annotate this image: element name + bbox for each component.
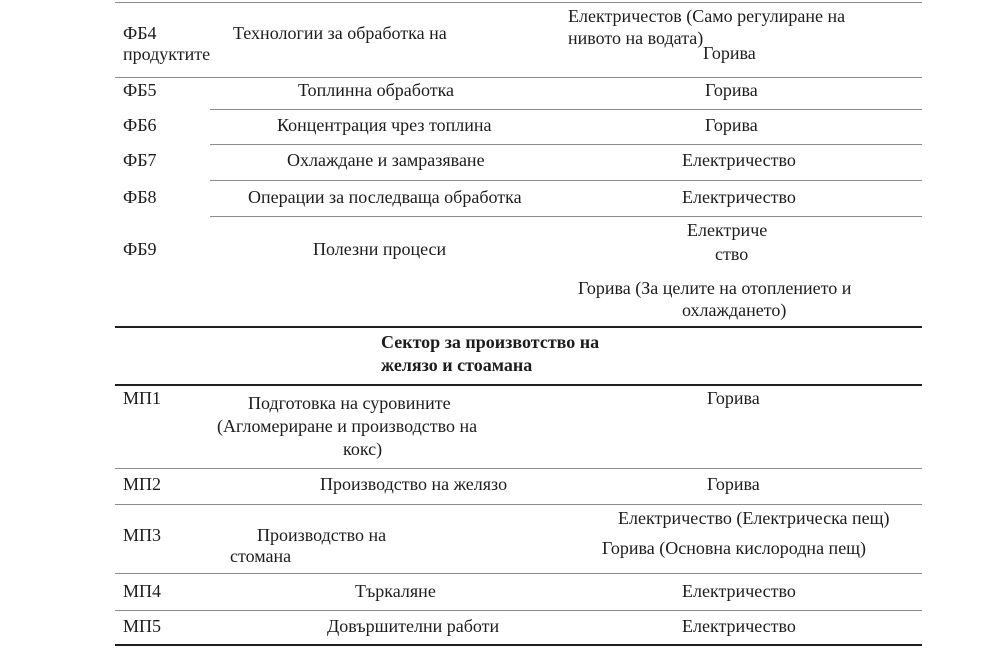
row-fb5-energy-line1: Горива bbox=[705, 80, 758, 100]
row-mp1-process-line1: Подготовка на суровините bbox=[248, 393, 451, 413]
row-rule-fb4-fb5 bbox=[115, 77, 922, 78]
row-fb8-process-line1: Операции за последваща обработка bbox=[248, 187, 522, 207]
row-rule-mp3-mp4 bbox=[115, 573, 922, 574]
row-rule-mp2-mp3 bbox=[115, 504, 922, 505]
row-fb4-process-line2: продуктите bbox=[123, 44, 211, 64]
row-mp4-energy-line1: Електричество bbox=[682, 581, 796, 601]
row-mp1-process-line3: кокс) bbox=[343, 439, 383, 459]
row-fb4-process-line1: Технологии за обработка на bbox=[233, 23, 447, 43]
row-fb9-process-line1: Полезни процеси bbox=[313, 239, 447, 259]
row-mp3-energy-line1: Електричество (Електрическа пещ) bbox=[618, 508, 890, 528]
section-header-line2: желязо и стоамана bbox=[381, 355, 533, 375]
row-mp5-energy-line1: Електричество bbox=[682, 616, 796, 636]
row-fb9-energy-line3: Горива (За целите на отоплението и bbox=[578, 278, 852, 298]
row-rule-mp4-mp5 bbox=[115, 610, 922, 611]
table-top-rule bbox=[115, 2, 922, 3]
row-rule-fb8-fb9 bbox=[210, 216, 922, 217]
row-fb6-id: ФБ6 bbox=[123, 115, 157, 135]
row-mp3-process-line2: стомана bbox=[230, 546, 292, 566]
row-mp1-process-line2: (Агломериране и производство на bbox=[217, 416, 478, 436]
row-fb9-id: ФБ9 bbox=[123, 239, 157, 259]
row-fb4-energy-line1: Електричестов (Само регулиране на bbox=[568, 6, 846, 26]
row-mp2-energy-line1: Горива bbox=[707, 474, 760, 494]
row-mp5-id: МП5 bbox=[123, 616, 162, 636]
row-mp2-id: МП2 bbox=[123, 474, 162, 494]
row-fb4-id: ФБ4 bbox=[123, 23, 157, 43]
row-mp1-energy-line1: Горива bbox=[707, 388, 760, 408]
row-rule-fb5-fb6 bbox=[210, 109, 922, 110]
row-rule-fb7-fb8 bbox=[210, 180, 922, 181]
row-fb4-energy-line2: нивото на водата) bbox=[568, 28, 704, 48]
row-fb7-process-line1: Охлаждане и замразяване bbox=[287, 150, 485, 170]
section-header-top-rule bbox=[115, 326, 922, 328]
row-fb5-process-line1: Топлинна обработка bbox=[298, 80, 455, 100]
row-fb4-energy-line3: Горива bbox=[703, 43, 756, 63]
row-mp5-process-line1: Довършителни работи bbox=[327, 616, 500, 636]
row-fb7-energy-line1: Електричество bbox=[682, 150, 796, 170]
row-mp1-id: МП1 bbox=[123, 388, 162, 408]
row-fb9-energy-line2: ство bbox=[715, 244, 749, 264]
row-fb6-process-line1: Концентрация чрез топлина bbox=[277, 115, 492, 135]
row-fb8-energy-line1: Електричество bbox=[682, 187, 796, 207]
table-bottom-rule bbox=[115, 644, 922, 646]
row-mp3-id: МП3 bbox=[123, 525, 162, 545]
row-fb5-id: ФБ5 bbox=[123, 80, 157, 100]
row-fb9-energy-line4: охлаждането) bbox=[682, 300, 787, 320]
row-fb8-id: ФБ8 bbox=[123, 187, 157, 207]
row-rule-mp1-mp2 bbox=[115, 468, 922, 469]
row-mp3-process-line1: Производство на bbox=[257, 525, 387, 545]
section-header-line1: Сектор за произвотство на bbox=[381, 332, 600, 352]
row-mp3-energy-line2: Горива (Основна кислородна пещ) bbox=[602, 538, 867, 558]
row-mp2-process-line1: Производство на желязо bbox=[320, 474, 508, 494]
row-fb6-energy-line1: Горива bbox=[705, 115, 758, 135]
row-mp4-id: МП4 bbox=[123, 581, 162, 601]
row-fb9-energy-line1: Електриче bbox=[687, 220, 768, 240]
row-mp4-process-line1: Търкаляне bbox=[355, 581, 436, 601]
section-header-bottom-rule bbox=[115, 384, 922, 386]
row-fb7-id: ФБ7 bbox=[123, 150, 157, 170]
row-rule-fb6-fb7 bbox=[210, 144, 922, 145]
